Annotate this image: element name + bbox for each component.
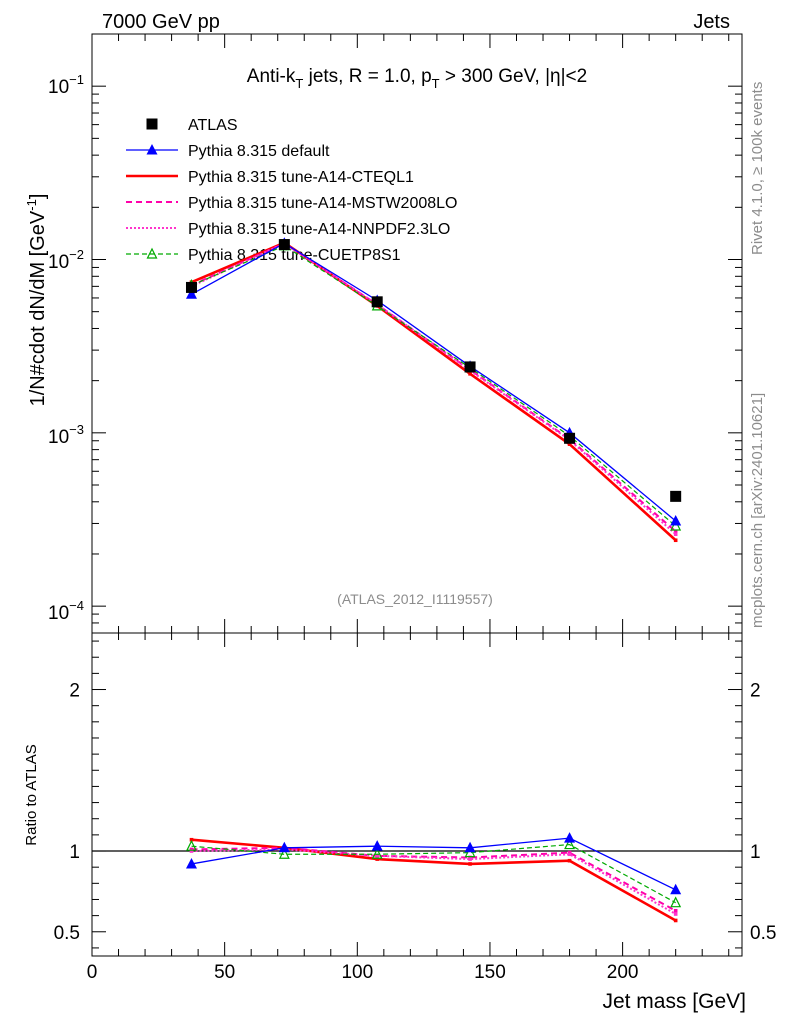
y-tick-label-1e-4: 10−4 (48, 598, 84, 624)
data-point (670, 514, 682, 526)
data-point (564, 432, 576, 444)
main-y-axis-label: 1/N#cdot dN/dM [GeV-1] (24, 194, 49, 407)
legend-entry: Pythia 8.315 tune-A14-MSTW2008LO (126, 195, 457, 212)
legend-label: ATLAS (188, 117, 238, 134)
y-tick-label-1e-3: 10−3 (48, 422, 84, 448)
ratio-point (375, 857, 380, 861)
series-0 (185, 239, 682, 502)
series-line (191, 242, 677, 522)
ratio-point (278, 841, 290, 853)
x-tick-label: 150 (474, 962, 506, 983)
ratio-point (670, 883, 682, 895)
side-text-top: Rivet 4.1.0, ≥ 100k events (749, 82, 766, 255)
y-tick-label-1e-2: 10−2 (48, 247, 84, 273)
legend-entry: Pythia 8.315 tune-A14-CTEQL1 (126, 169, 414, 186)
ratio-point (186, 839, 197, 851)
ratio-point (371, 840, 383, 851)
legend-label: Pythia 8.315 tune-A14-CTEQL1 (188, 169, 414, 186)
ratio-point (468, 857, 472, 861)
data-point (670, 490, 682, 502)
ratio-series-0 (185, 832, 682, 895)
data-point (185, 281, 197, 293)
header-right: Jets (693, 11, 730, 33)
data-point (567, 442, 572, 446)
ratio-line (191, 837, 676, 891)
legend-label: Pythia 8.315 tune-A14-MSTW2008LO (188, 195, 457, 212)
main-series-layer (185, 237, 682, 543)
ratio-y-tick-labels: 0.5 0.5 1 1 2 2 (54, 681, 777, 944)
ratio-line (191, 838, 677, 922)
series-3 (189, 241, 678, 534)
ratio-point (673, 918, 678, 923)
ratio-axis-ticks (91, 633, 742, 956)
series-line (191, 245, 677, 527)
ratio-line (191, 843, 676, 904)
ratio-point (673, 908, 678, 913)
x-tick-label: 50 (214, 962, 235, 983)
ratio-y-tick-label: 1 (69, 842, 80, 863)
ratio-point (371, 847, 383, 859)
legend-entry: ATLAS (146, 117, 238, 134)
ratio-point (375, 854, 380, 858)
legend-entry: Pythia 8.315 tune-A14-NNPDF2.3LO (126, 221, 450, 238)
ratio-y-tick-label: 2 (69, 681, 80, 702)
series-line (190, 241, 677, 542)
main-y-tick-labels: 10−1 10−2 10−3 10−4 (48, 72, 84, 624)
data-point (673, 529, 678, 534)
ratio-point (185, 857, 197, 869)
analysis-label: (ATLAS_2012_I1119557) (337, 591, 493, 607)
series-5 (186, 239, 682, 531)
legend-marker (146, 118, 158, 130)
ratio-line (191, 848, 677, 915)
x-tick-label: 100 (341, 962, 373, 983)
legend-marker (146, 247, 158, 259)
series-1 (185, 237, 682, 526)
x-tick-labels: 0 50 100 150 200 (87, 962, 639, 983)
data-point (371, 296, 383, 308)
ratio-y-axis-label: Ratio to ATLAS (23, 744, 40, 845)
series-line (191, 242, 677, 535)
ratio-point (189, 837, 194, 842)
ratio-y-tick-label: 0.5 (54, 923, 80, 944)
data-point (185, 288, 197, 299)
ratio-point (673, 912, 678, 916)
ratio-point (567, 852, 572, 857)
ratio-series-layer (92, 832, 742, 923)
ratio-y-tick-label-right: 1 (750, 842, 761, 863)
main-axis-ticks (91, 33, 742, 634)
ratio-point (278, 847, 290, 859)
ratio-point (564, 832, 576, 843)
data-point (673, 538, 678, 543)
data-point (670, 519, 682, 531)
ratio-y-tick-label-right: 0.5 (750, 923, 776, 944)
ratio-y-tick-label-right: 2 (750, 681, 761, 702)
ratio-plot-frame (91, 632, 743, 957)
side-text-bottom: mcplots.cern.ch [arXiv:2401.10621] (749, 393, 766, 628)
series-line (191, 242, 677, 533)
ratio-point (189, 849, 194, 853)
ratio-point (564, 838, 576, 850)
x-tick-label: 200 (607, 962, 639, 983)
data-point (468, 372, 472, 376)
data-point (464, 361, 476, 373)
x-tick-label: 0 (87, 962, 98, 983)
y-tick-label-1e-1: 10−1 (48, 72, 84, 98)
legend-label: Pythia 8.315 tune-A14-NNPDF2.3LO (188, 221, 450, 238)
legend-marker (146, 144, 158, 155)
data-point (673, 532, 678, 537)
ratio-point (567, 858, 572, 863)
series-2 (189, 240, 678, 543)
data-point (278, 239, 290, 251)
chart-title: Anti-kT jets, R = 1.0, pT > 300 GeV, |η|… (247, 66, 587, 91)
ratio-point (670, 896, 682, 908)
legend-label: Pythia 8.315 default (188, 143, 330, 160)
ratio-point (464, 841, 476, 853)
series-4 (189, 241, 678, 537)
header-left: 7000 GeV pp (102, 11, 220, 33)
x-axis-label: Jet mass [GeV] (602, 990, 746, 1013)
legend-entry: Pythia 8.315 default (126, 143, 330, 160)
legend: ATLAS Pythia 8.315 default Pythia 8.315 tu… (126, 117, 457, 264)
ratio-point (468, 862, 472, 866)
